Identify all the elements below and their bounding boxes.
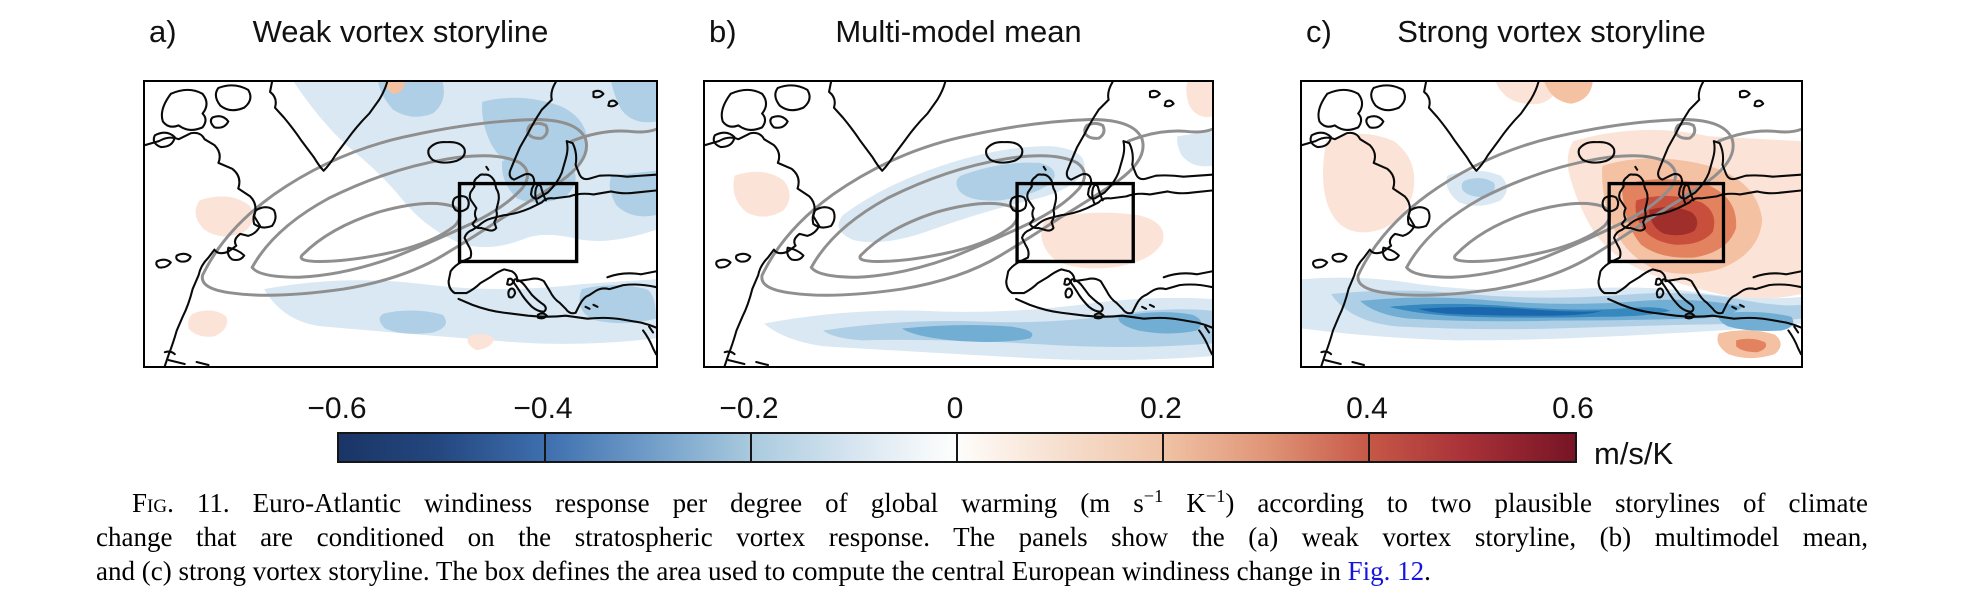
map-a-anomaly-fill — [188, 82, 656, 351]
map-b-svg — [705, 82, 1212, 366]
colorbar-tick-label: 0.4 — [1346, 392, 1388, 425]
panel-b-header: b) Multi-model mean — [703, 14, 1214, 56]
colorbar-tick-label: −0.6 — [307, 392, 367, 425]
panel-b-label: b) — [709, 14, 737, 49]
caption-text: ) according to two plausible storylines … — [1225, 488, 1869, 518]
map-a-svg — [145, 82, 656, 366]
caption-line-1: Fig. 11. Euro-Atlantic windiness respons… — [96, 486, 1868, 520]
colorbar-tick — [749, 434, 752, 461]
colorbar-tick — [1367, 434, 1370, 461]
map-c-svg — [1302, 82, 1801, 366]
colorbar-tick-label: 0 — [946, 392, 964, 425]
colorbar-tick — [544, 434, 546, 461]
caption-line-3: and (c) strong vortex storyline. The box… — [96, 554, 1868, 588]
panel-c-header: c) Strong vortex storyline — [1300, 14, 1803, 56]
panel-b-title: Multi-model mean — [835, 14, 1082, 49]
caption-text: Euro-Atlantic windiness response per deg… — [229, 488, 1144, 518]
panel-a-label: a) — [149, 14, 177, 49]
panel-c-title: Strong vortex storyline — [1397, 14, 1706, 49]
caption-link-fig12[interactable]: Fig. 12 — [1347, 556, 1425, 586]
colorbar — [337, 432, 1577, 463]
figure-caption: Fig. 11. Euro-Atlantic windiness respons… — [96, 486, 1868, 588]
colorbar-unit: m/s/K — [1594, 436, 1674, 471]
map-c-anomaly-fill — [1302, 82, 1801, 359]
caption-line-2: change that are conditioned on the strat… — [96, 522, 1868, 552]
map-panel-c — [1300, 80, 1803, 368]
panel-a-title: Weak vortex storyline — [252, 14, 549, 49]
caption-figure-label: Fig. 11. — [132, 488, 230, 518]
caption-text: and (c) strong vortex storyline. The box… — [96, 556, 1348, 586]
caption-text: . — [1424, 556, 1431, 586]
map-panel-a — [143, 80, 658, 368]
caption-superscript: −1 — [1143, 486, 1164, 506]
panel-a-header: a) Weak vortex storyline — [143, 14, 658, 56]
colorbar-tick — [956, 434, 958, 461]
colorbar-tick-label: 0.6 — [1552, 392, 1594, 425]
colorbar-tick-label: 0.2 — [1140, 392, 1182, 425]
colorbar-tick-label: −0.4 — [513, 392, 573, 425]
colorbar-tick-label: −0.2 — [719, 392, 779, 425]
caption-text: K — [1163, 488, 1206, 518]
map-panel-b — [703, 80, 1214, 368]
caption-superscript: −1 — [1205, 486, 1226, 506]
colorbar-tick-labels: −0.6 −0.4 −0.2 0 0.2 0.4 0.6 — [307, 392, 1593, 430]
colorbar-tick — [1162, 434, 1164, 461]
panel-c-label: c) — [1306, 14, 1332, 49]
